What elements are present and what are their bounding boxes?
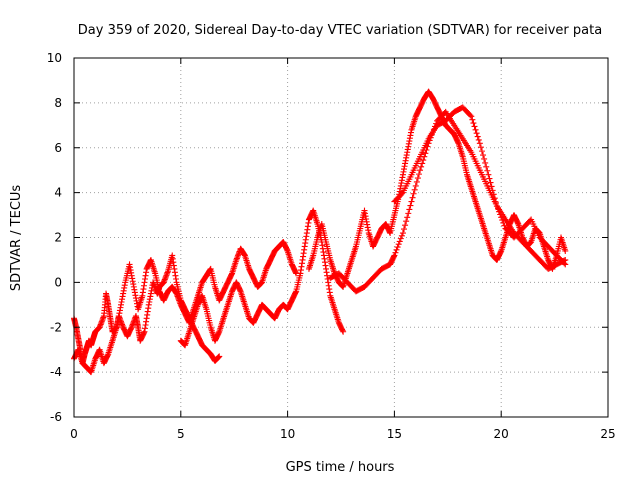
grid-lines <box>74 58 608 417</box>
data-point <box>487 179 494 186</box>
data-point <box>411 186 418 193</box>
y-tick-label: 0 <box>54 275 62 289</box>
data-point <box>492 199 499 206</box>
data-point <box>478 148 485 155</box>
y-tick-label: 2 <box>54 231 62 245</box>
data-point <box>474 133 481 140</box>
data-point <box>403 218 410 225</box>
data-point <box>470 120 477 127</box>
sdtvar-arc-3 <box>177 207 347 349</box>
x-tick-label: 10 <box>280 427 295 441</box>
data-point <box>485 171 492 178</box>
data-point <box>468 113 475 120</box>
data-point <box>480 152 487 159</box>
x-axis-label: GPS time / hours <box>286 460 395 475</box>
data-point <box>414 175 421 182</box>
data-point <box>493 203 500 210</box>
data-point <box>490 191 497 198</box>
chart-title: Day 359 of 2020, Sidereal Day-to-day VTE… <box>78 23 602 38</box>
sdtvar-arc-5 <box>327 108 569 295</box>
x-tick-label: 15 <box>387 427 402 441</box>
data-point <box>401 226 408 233</box>
data-point <box>473 130 480 137</box>
data-point <box>415 171 422 178</box>
data-point <box>417 167 424 174</box>
data-point <box>488 183 495 190</box>
data-point <box>472 126 479 133</box>
data-marks <box>71 88 569 376</box>
data-point <box>497 211 504 218</box>
y-tick-label: -6 <box>50 410 62 424</box>
data-point <box>406 206 413 213</box>
data-point <box>391 252 398 259</box>
data-point <box>484 167 491 174</box>
y-tick-label: 10 <box>47 51 62 65</box>
x-tick-label: 20 <box>494 427 509 441</box>
y-tick-label: -4 <box>50 365 62 379</box>
data-point <box>418 163 425 170</box>
y-tick-label: 6 <box>54 141 62 155</box>
data-point <box>395 241 402 248</box>
data-point <box>410 190 417 197</box>
data-point <box>422 150 429 157</box>
data-point <box>393 246 400 253</box>
data-point <box>498 214 505 221</box>
data-point <box>471 123 478 130</box>
data-point <box>477 144 484 151</box>
data-point <box>409 194 416 201</box>
data-point <box>562 261 569 268</box>
data-point <box>412 182 419 189</box>
data-point <box>491 195 498 202</box>
data-point <box>398 190 405 197</box>
data-point <box>469 116 476 123</box>
data-point <box>392 249 399 256</box>
sdtvar-arc-2 <box>71 238 300 376</box>
x-tick-label: 0 <box>70 427 78 441</box>
data-point <box>405 210 412 217</box>
y-tick-label: 4 <box>54 186 62 200</box>
data-point <box>486 175 493 182</box>
data-point <box>496 208 503 215</box>
data-point <box>216 353 223 360</box>
y-axis-label: SDTVAR / TECUs <box>9 185 24 292</box>
data-point <box>404 214 411 221</box>
data-point <box>476 140 483 147</box>
data-point <box>420 157 427 164</box>
data-point <box>397 235 404 242</box>
y-tick-label: 8 <box>54 96 62 110</box>
data-point <box>494 205 501 212</box>
data-point <box>562 247 569 254</box>
data-point <box>398 232 405 239</box>
axis-ticks: 0 5 10 15 20 25 -6 -4 -2 0 2 4 6 8 10 <box>47 51 616 441</box>
data-point <box>408 198 415 205</box>
data-point <box>419 160 426 167</box>
data-point <box>396 238 403 245</box>
data-point <box>467 112 474 119</box>
y-tick-label: -2 <box>50 320 62 334</box>
data-point <box>499 217 506 224</box>
data-point <box>481 155 488 162</box>
data-point <box>340 328 347 335</box>
x-tick-label: 25 <box>600 427 615 441</box>
data-point <box>402 222 409 229</box>
data-point <box>489 187 496 194</box>
data-point <box>561 260 568 267</box>
data-point <box>407 202 414 209</box>
data-point <box>413 178 420 185</box>
data-point <box>501 222 508 229</box>
x-tick-label: 5 <box>177 427 185 441</box>
data-point <box>394 244 401 251</box>
data-point <box>475 136 482 143</box>
sdtvar-arc-6 <box>391 104 569 268</box>
data-point <box>483 163 490 170</box>
data-point <box>482 159 489 166</box>
data-point <box>500 219 507 226</box>
data-point <box>399 230 406 237</box>
